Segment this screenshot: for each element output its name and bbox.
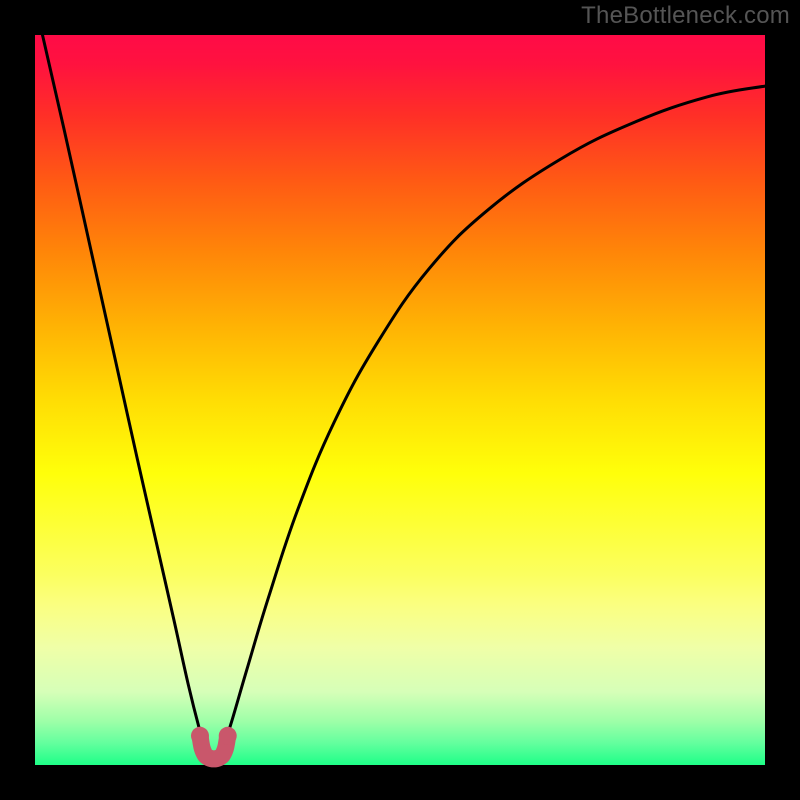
chart-container: TheBottleneck.com [0, 0, 800, 800]
plot-background [35, 35, 765, 765]
valley-marker-endpoint-1 [219, 727, 237, 745]
bottleneck-chart [0, 0, 800, 800]
valley-marker-endpoint-0 [191, 727, 209, 745]
watermark-text: TheBottleneck.com [581, 2, 790, 30]
